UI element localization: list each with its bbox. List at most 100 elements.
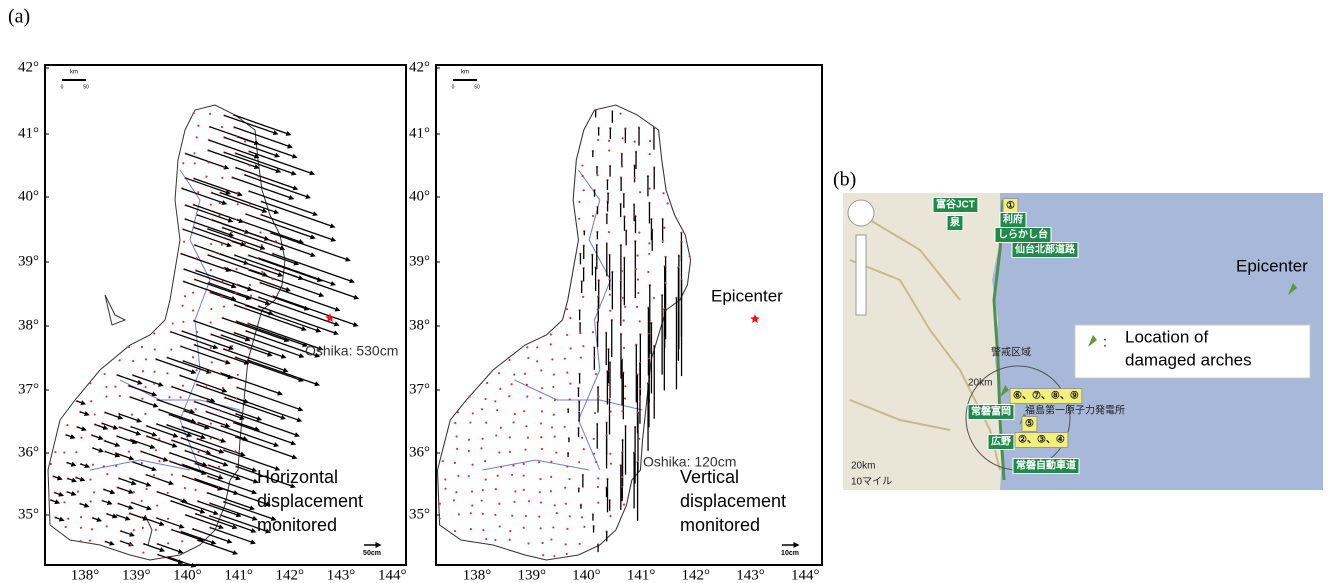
lon-tick-label: 141°: [224, 567, 253, 583]
station: [90, 528, 94, 531]
station: [578, 200, 581, 203]
station: [207, 161, 210, 164]
vector: [197, 500, 242, 518]
vector: [67, 490, 77, 496]
station: [538, 515, 541, 518]
vector: [171, 500, 206, 514]
green-label-box: [1012, 458, 1080, 474]
lon-tick-label: 138°: [71, 567, 100, 583]
map-vertical: [435, 64, 823, 566]
vector: [185, 514, 224, 530]
vector: [80, 411, 90, 416]
station: [482, 528, 485, 532]
vector: [169, 452, 208, 467]
station: [526, 346, 529, 349]
station: [91, 463, 94, 466]
vector: [67, 477, 78, 483]
station: [508, 358, 511, 362]
vector: [118, 502, 134, 510]
lat-tick-label: 41°: [409, 125, 430, 141]
lat-tick-label: 40°: [409, 188, 430, 204]
vector: [185, 218, 235, 237]
station: [154, 449, 158, 452]
station: [218, 409, 221, 412]
station: [92, 491, 96, 494]
vector: [209, 515, 257, 533]
station: [647, 270, 650, 274]
station: [248, 283, 252, 286]
station: [208, 370, 211, 373]
station: [648, 242, 651, 245]
vector: [146, 425, 179, 438]
station: [539, 527, 542, 530]
vector: [119, 426, 142, 436]
vector: [235, 413, 300, 438]
vector: [105, 540, 115, 546]
vector: [157, 399, 195, 414]
station: [524, 448, 527, 451]
vector: [272, 295, 359, 327]
station: [144, 412, 147, 416]
station: [621, 296, 625, 299]
station: [64, 525, 67, 529]
station: [527, 356, 530, 360]
green-label-box: [967, 404, 1015, 420]
vector-scale: 50cm: [363, 550, 381, 557]
station: [578, 542, 581, 545]
vector: [207, 400, 263, 421]
station: [141, 370, 145, 373]
station: [181, 384, 185, 387]
station: [456, 447, 459, 450]
station: [661, 239, 664, 243]
vector: [102, 422, 119, 430]
vector: [117, 374, 143, 385]
lat-tick-label: 40°: [18, 188, 39, 204]
vector: [237, 136, 298, 159]
station: [508, 436, 511, 439]
vector: [248, 322, 324, 351]
vector: [66, 434, 76, 439]
station: [568, 477, 571, 481]
vector: [194, 178, 243, 197]
station: [470, 490, 474, 493]
station: [494, 400, 497, 403]
station: [471, 463, 474, 466]
station: [553, 435, 556, 438]
station: [260, 244, 263, 247]
map-label: 常磐自動車道: [1016, 459, 1076, 472]
vector: [235, 152, 297, 176]
lat-tick-label: 42°: [409, 59, 430, 75]
station: [496, 409, 499, 412]
station: [541, 541, 544, 545]
vector: [157, 543, 184, 554]
station: [555, 511, 558, 515]
vector: [233, 114, 292, 136]
station: [222, 166, 226, 169]
caption: Horizontal: [257, 467, 338, 487]
station: [181, 304, 184, 307]
lon-tick-label: 144°: [791, 567, 820, 583]
station: [513, 412, 516, 416]
station: [662, 192, 665, 195]
station: [236, 373, 239, 377]
station: [141, 397, 144, 400]
vector: [195, 462, 241, 481]
scale-tick: 0: [452, 84, 455, 90]
station: [637, 291, 640, 295]
green-label-box: [946, 215, 964, 231]
vector: [195, 513, 238, 530]
station: [508, 538, 511, 541]
station: [635, 305, 639, 308]
vector: [206, 411, 260, 432]
station: [648, 152, 651, 156]
station: [80, 436, 83, 439]
station: [638, 231, 641, 234]
station: [522, 474, 525, 477]
station: [579, 331, 582, 335]
panel-label: (a): [8, 6, 30, 28]
station: [596, 174, 599, 177]
station: [485, 537, 488, 541]
vector: [237, 219, 305, 244]
station: [581, 516, 584, 519]
station: [566, 465, 569, 468]
